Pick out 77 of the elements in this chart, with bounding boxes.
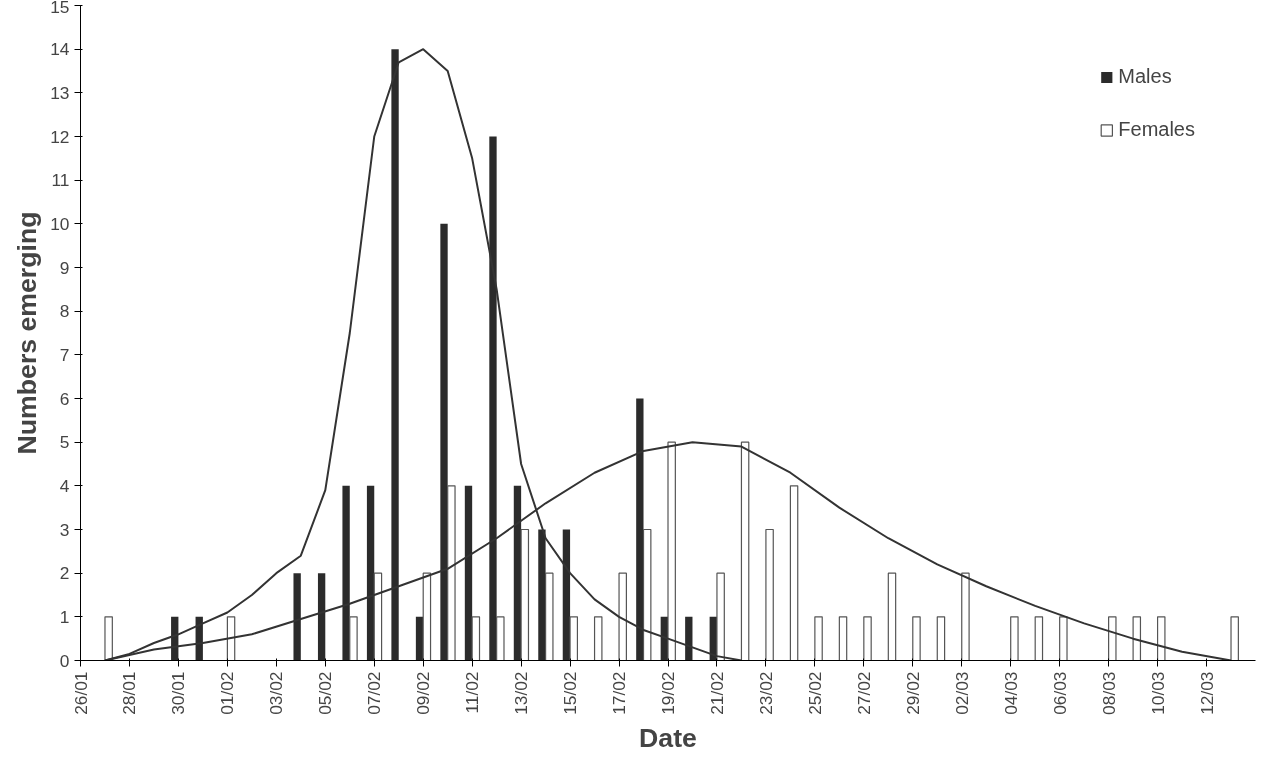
bar: [422, 572, 432, 661]
x-tick-label: 05/02: [315, 671, 336, 715]
legend-label: Females: [1118, 118, 1195, 141]
y-tick-label: 14: [50, 39, 70, 60]
x-tick-label: 15/02: [560, 671, 581, 715]
x-tick-label: 07/02: [364, 671, 385, 715]
x-tick-label: 03/02: [266, 671, 287, 715]
y-axis-title: Numbers emerging: [12, 211, 43, 455]
bar: [593, 616, 603, 661]
y-tick-label: 1: [59, 606, 70, 627]
x-tick-label: 11/02: [462, 671, 483, 714]
bar: [667, 441, 676, 661]
bar: [1108, 616, 1117, 661]
y-tick-label: 12: [50, 126, 70, 147]
x-tick-label: 26/01: [70, 671, 91, 715]
bar: [1230, 616, 1239, 661]
x-tick-label: 01/02: [217, 671, 238, 715]
x-tick-label: 10/03: [1147, 671, 1168, 715]
x-tick-label: 06/03: [1049, 671, 1070, 715]
y-tick-label: 0: [59, 650, 70, 671]
bar: [838, 616, 848, 661]
bar: [912, 616, 921, 661]
x-tick-label: 13/02: [511, 671, 532, 715]
x-tick-label: 17/02: [609, 671, 630, 715]
bar: [961, 572, 970, 661]
y-tick-label: 8: [59, 301, 70, 322]
x-tick-label: 12/03: [1196, 671, 1217, 715]
bar: [765, 528, 774, 661]
bar: [373, 572, 383, 661]
bar: [520, 528, 530, 661]
y-tick-label: 2: [59, 563, 70, 584]
y-tick-label: 15: [50, 0, 70, 17]
bar: [936, 616, 946, 661]
legend-label: Males: [1118, 65, 1172, 88]
bar: [716, 572, 725, 661]
bar: [569, 616, 579, 661]
bar: [349, 616, 358, 661]
bar: [814, 616, 823, 661]
x-tick-label: 04/03: [1000, 671, 1021, 715]
x-tick-label: 27/02: [853, 671, 874, 715]
y-tick-label: 11: [51, 170, 70, 191]
y-tick-label: 10: [50, 213, 70, 234]
x-axis-title: Date: [639, 722, 697, 753]
x-tick-label: 25/02: [804, 671, 825, 715]
bar: [1059, 616, 1068, 661]
x-tick-label: 30/01: [168, 671, 189, 715]
bar: [1010, 616, 1019, 661]
x-tick-label: 08/03: [1098, 671, 1119, 715]
y-tick-label: 3: [59, 519, 70, 540]
bar: [887, 572, 897, 661]
y-tick-label: 9: [59, 257, 70, 278]
bar: [471, 616, 481, 661]
bar: [618, 572, 627, 661]
y-tick-label: 7: [59, 344, 70, 365]
bar: [104, 616, 113, 661]
bar: [415, 616, 424, 661]
bar: [1132, 616, 1142, 661]
bar: [740, 441, 750, 661]
bar: [447, 485, 456, 661]
bar: [642, 528, 652, 661]
bar: [1034, 616, 1044, 661]
bar: [789, 485, 799, 661]
bar: [496, 616, 505, 661]
bar: [1156, 616, 1166, 661]
x-tick-label: 19/02: [658, 671, 678, 715]
y-tick-label: 6: [59, 388, 70, 409]
y-tick-label: 13: [50, 82, 70, 103]
x-tick-label: 21/02: [706, 671, 727, 715]
x-tick-label: 28/01: [119, 671, 140, 715]
bar: [545, 572, 554, 661]
y-tick-label: 5: [59, 432, 70, 453]
bar: [863, 616, 872, 661]
x-tick-label: 29/02: [902, 671, 923, 715]
x-tick-label: 23/02: [755, 671, 776, 715]
x-tick-label: 02/03: [951, 671, 972, 715]
y-tick-label: 4: [59, 475, 70, 496]
x-tick-label: 09/02: [413, 671, 434, 715]
